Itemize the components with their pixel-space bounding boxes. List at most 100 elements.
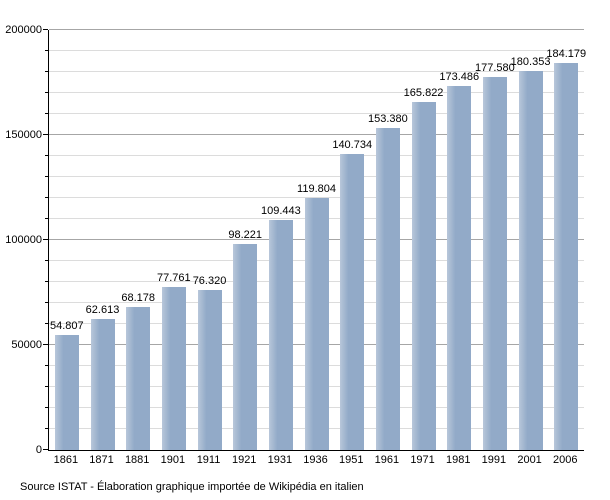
minor-tick: [45, 92, 48, 93]
y-axis-label: 50000: [11, 339, 42, 351]
minor-gridline: [49, 50, 584, 51]
bar-value-label: 184.179: [546, 48, 587, 61]
bar-1961: [375, 127, 400, 450]
bar-slot: 76.320: [192, 30, 228, 450]
x-axis-label: 1951: [338, 454, 364, 466]
major-tick: [43, 29, 48, 30]
minor-tick: [45, 386, 48, 387]
bar-value-label: 76.320: [192, 274, 227, 287]
bar-1861: [54, 334, 79, 450]
x-axis-label: 1961: [374, 454, 400, 466]
bar-value-label: 109.443: [260, 205, 301, 218]
x-axis-label: 1911: [196, 454, 221, 466]
bar-slot: 68.178: [120, 30, 156, 450]
minor-tick: [45, 428, 48, 429]
bar-value-label: 165.822: [403, 86, 444, 99]
minor-tick: [45, 113, 48, 114]
x-axis-label: 1881: [124, 454, 150, 466]
minor-gridline: [49, 176, 584, 177]
bar-value-label: 119.804: [297, 183, 337, 196]
y-axis-label: 100000: [5, 234, 42, 246]
minor-tick: [45, 407, 48, 408]
bar-series: 54.807 62.613 68.178 77.761 76.320 98.221 109.…: [49, 30, 587, 450]
x-axis-label: 1981: [445, 454, 471, 466]
minor-tick: [45, 323, 48, 324]
minor-tick: [45, 281, 48, 282]
major-tick: [43, 134, 48, 135]
x-axis-label: 1971: [410, 454, 435, 466]
bar-1911: [197, 289, 222, 450]
y-axis-label: 150000: [5, 129, 42, 141]
x-axis-label: 1991: [481, 454, 507, 466]
bar-slot: 184.179: [546, 30, 587, 450]
major-gridline: [49, 134, 584, 135]
bar-value-label: 177.580: [475, 62, 515, 75]
bar-1936: [304, 198, 329, 450]
y-axis-label: 200000: [5, 24, 42, 36]
major-tick: [43, 344, 48, 345]
x-axis-label: 1931: [267, 454, 293, 466]
major-tick: [43, 449, 48, 450]
bar-2001: [518, 71, 543, 450]
minor-tick: [45, 155, 48, 156]
bar-value-label: 153.380: [367, 112, 408, 125]
bar-1991: [482, 77, 507, 450]
bar-value-label: 180.353: [510, 56, 551, 69]
bar-slot: 177.580: [475, 30, 515, 450]
x-axis-label: 2001: [517, 454, 542, 466]
bar-value-label: 54.807: [50, 319, 84, 332]
minor-gridline: [49, 113, 584, 114]
bar-1951: [340, 154, 365, 450]
bar-1971: [411, 101, 436, 450]
minor-tick: [45, 302, 48, 303]
bar-value-label: 173.486: [439, 70, 480, 83]
bar-1871: [90, 318, 115, 450]
bar-slot: 165.822: [403, 30, 444, 450]
bar-value-label: 140.734: [332, 139, 373, 152]
bar-slot: 109.443: [260, 30, 301, 450]
bar-slot: 153.380: [367, 30, 408, 450]
minor-gridline: [49, 92, 584, 93]
bar-1881: [126, 306, 151, 450]
bar-slot: 173.486: [439, 30, 480, 450]
bar-slot: 62.613: [85, 30, 121, 450]
minor-gridline: [49, 155, 584, 156]
bar-1931: [268, 220, 293, 450]
major-gridline: [49, 29, 584, 30]
bar-1901: [161, 286, 186, 450]
bar-slot: 98.221: [227, 30, 263, 450]
x-axis-label: 1871: [89, 454, 114, 466]
x-axis-label: 2006: [553, 454, 578, 466]
x-axis-label: 1921: [231, 454, 257, 466]
bar-1981: [447, 85, 472, 450]
bar-value-label: 68.178: [121, 291, 155, 304]
bar-slot: 140.734: [332, 30, 373, 450]
major-tick: [43, 239, 48, 240]
minor-tick: [45, 50, 48, 51]
source-caption: Source ISTAT - Élaboration graphique imp…: [20, 481, 364, 493]
minor-tick: [45, 176, 48, 177]
plot-area: 54.807 62.613 68.178 77.761 76.320 98.221 109.…: [43, 29, 587, 451]
minor-tick: [45, 71, 48, 72]
x-axis-label: 1861: [53, 454, 79, 466]
bar-value-label: 98.221: [228, 228, 263, 241]
minor-tick: [45, 260, 48, 261]
bar-1921: [233, 243, 258, 450]
x-axis-label: 1936: [303, 454, 328, 466]
bar-value-label: 62.613: [85, 303, 120, 316]
bar-2006: [554, 63, 579, 450]
bar-value-label: 77.761: [157, 271, 191, 284]
minor-gridline: [49, 197, 584, 198]
bar-slot: 180.353: [510, 30, 551, 450]
minor-tick: [45, 197, 48, 198]
x-axis-labels: 1861 1871 1881 1901 1911 1921 1931 1936 1951 1961…: [48, 454, 583, 466]
minor-gridline: [49, 71, 584, 72]
minor-tick: [45, 218, 48, 219]
bar-slot: 54.807: [49, 30, 85, 450]
bar-slot: 119.804: [297, 30, 337, 450]
minor-tick: [45, 365, 48, 366]
y-axis-label: 0: [35, 444, 42, 456]
bar-slot: 77.761: [156, 30, 192, 450]
x-axis-label: 1901: [160, 454, 186, 466]
